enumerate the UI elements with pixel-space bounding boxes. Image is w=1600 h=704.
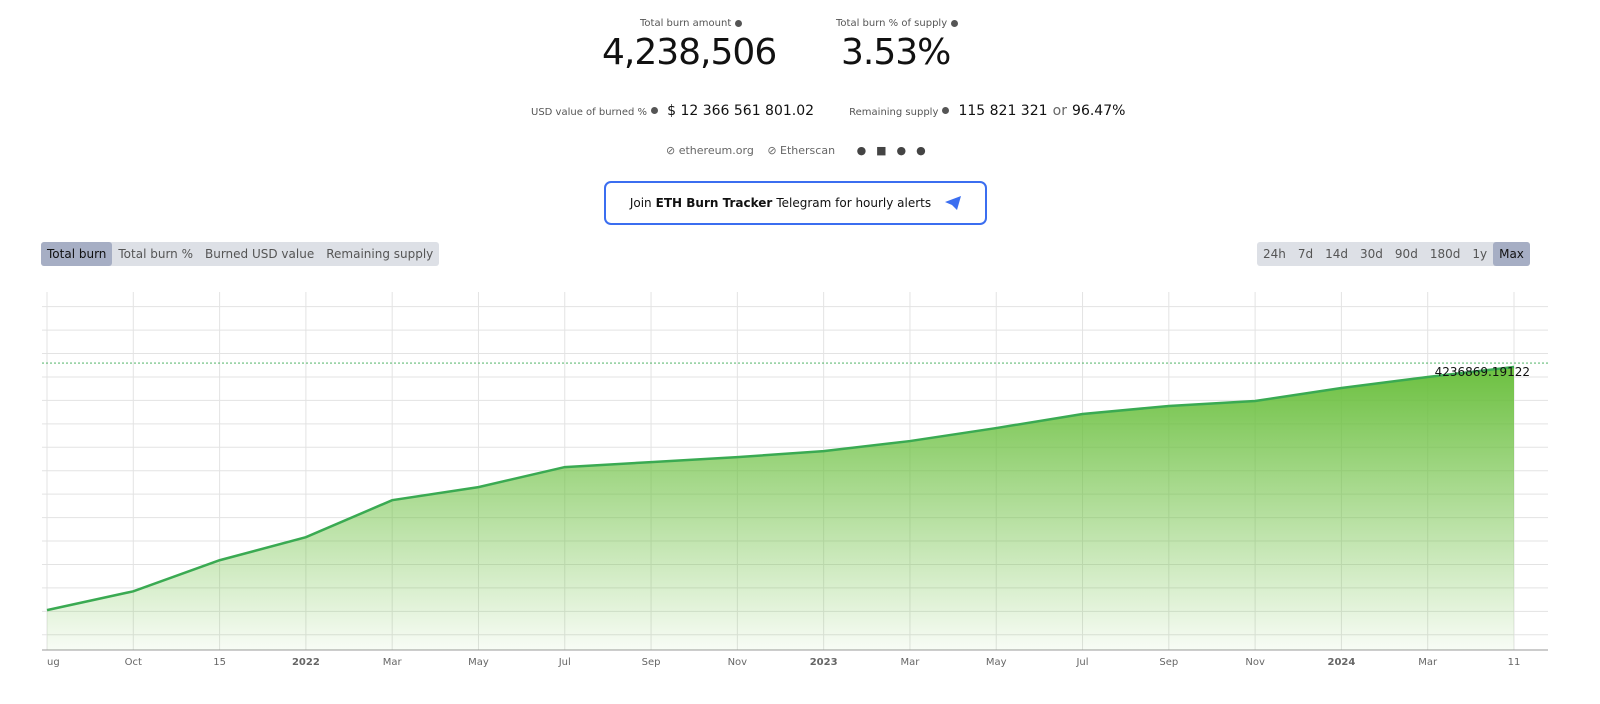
- range-group: 24h 7d 14d 30d 90d 180d 1y Max: [1257, 242, 1530, 266]
- x-tick-label: Mar: [901, 657, 921, 668]
- stat-value: 115 821 321: [958, 103, 1048, 119]
- info-icon[interactable]: [735, 19, 743, 27]
- social-icons[interactable]: ●■●●: [856, 144, 936, 157]
- tab[interactable]: 180d: [1429, 247, 1461, 261]
- text: Total burn amount: [640, 18, 732, 29]
- stat-value: 96.47%: [1072, 103, 1126, 119]
- last-value-label: 4236869.19122: [1435, 365, 1530, 379]
- x-tick-label: Mar: [1418, 657, 1438, 668]
- stat-value: $ 12 366 561 801.02: [667, 103, 815, 119]
- links: ⊘ ethereum.org ⊘ Etherscan ●■●●: [666, 144, 936, 157]
- x-tick-label: 2023: [810, 657, 838, 668]
- text: Join: [629, 196, 652, 210]
- tab[interactable]: Burned USD value: [205, 247, 315, 261]
- tab[interactable]: Max: [1493, 242, 1530, 266]
- tab[interactable]: Total burn %: [118, 247, 193, 261]
- stat-label: USD value of burned %: [531, 107, 647, 118]
- tab[interactable]: 24h: [1263, 247, 1286, 261]
- x-tick-label: Mar: [383, 657, 403, 668]
- link[interactable]: ⊘ Etherscan: [767, 144, 836, 157]
- stat-row: USD value of burned % $ 12 366 561 801.0…: [531, 100, 1125, 119]
- x-tick-label: 11: [1508, 657, 1521, 668]
- text: ethereum.org: [678, 144, 754, 157]
- info-icon[interactable]: [942, 107, 950, 114]
- link[interactable]: ⊘ ethereum.org: [666, 144, 754, 157]
- x-tick-label: ug: [47, 657, 60, 668]
- tab[interactable]: 7d: [1297, 247, 1314, 261]
- tab[interactable]: 14d: [1325, 247, 1349, 261]
- x-tick-label: 2024: [1327, 657, 1355, 668]
- x-tick-label: Sep: [642, 657, 661, 668]
- text: Etherscan: [780, 144, 836, 157]
- x-tick-label: Jul: [558, 657, 571, 668]
- x-tick-label: Sep: [1159, 657, 1178, 668]
- tab-group: Total burn Total burn % Burned USD value Re…: [41, 242, 440, 266]
- info-icon[interactable]: [651, 107, 658, 114]
- stat-label: Total burn % of supply: [836, 18, 959, 29]
- line: [46, 365, 1515, 612]
- telegram-banner[interactable]: Join ETH Burn Tracker Telegram for hourly …: [604, 181, 987, 225]
- text: ETH Burn Tracker: [655, 196, 773, 210]
- tab[interactable]: 1y: [1472, 247, 1488, 261]
- x-tick-label: 2022: [292, 657, 320, 668]
- send-icon: [945, 196, 962, 210]
- text: or: [1052, 103, 1067, 119]
- x-tick-label: May: [468, 657, 489, 668]
- info-icon[interactable]: [951, 19, 959, 27]
- tab[interactable]: Total burn: [41, 242, 113, 266]
- stat-label: Remaining supply: [849, 107, 939, 118]
- stat-value: 3.53%: [841, 32, 951, 73]
- area: [47, 366, 1514, 650]
- stat-value: 4,238,506: [602, 32, 777, 73]
- x-tick-label: Oct: [125, 657, 142, 668]
- x-tick-label: May: [986, 657, 1007, 668]
- text: Total burn % of supply: [836, 18, 948, 29]
- x-tick-label: Nov: [728, 657, 748, 668]
- tab[interactable]: 90d: [1394, 247, 1418, 261]
- tab[interactable]: 30d: [1360, 247, 1383, 261]
- stat-label: Total burn amount: [640, 18, 743, 29]
- x-tick-label: Nov: [1245, 657, 1265, 668]
- tab[interactable]: Remaining supply: [326, 247, 434, 261]
- x-tick-label: Jul: [1075, 657, 1088, 668]
- x-tick-label: 15: [213, 657, 226, 668]
- text: Telegram for hourly alerts: [776, 196, 932, 210]
